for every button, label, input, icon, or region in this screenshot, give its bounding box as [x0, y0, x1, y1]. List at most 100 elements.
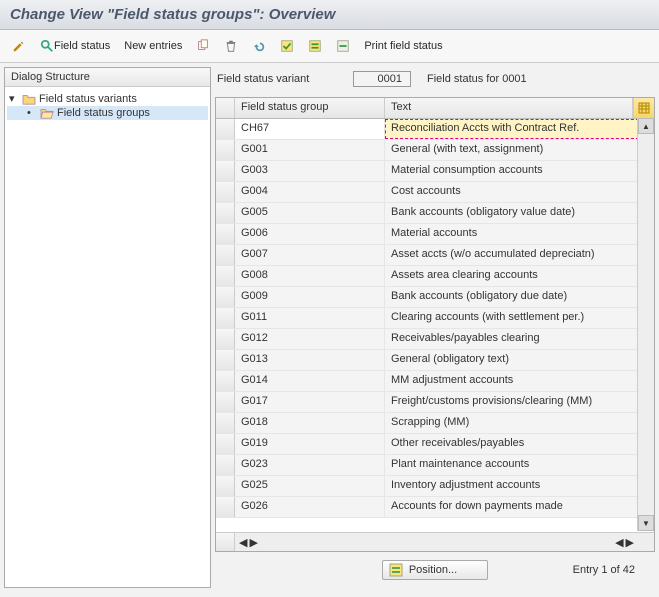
row-selector[interactable]	[216, 497, 235, 517]
row-selector[interactable]	[216, 371, 235, 391]
scroll-right-button-col1[interactable]: ▶	[249, 536, 257, 549]
cell-group[interactable]: CH67	[235, 119, 385, 139]
cell-group[interactable]: G003	[235, 161, 385, 181]
table-row[interactable]: G018Scrapping (MM)	[216, 413, 654, 434]
table-row[interactable]: G001General (with text, assignment)	[216, 140, 654, 161]
table-row[interactable]: G026Accounts for down payments made	[216, 497, 654, 518]
cell-text[interactable]: General (obligatory text)	[385, 350, 654, 370]
row-selector[interactable]	[216, 119, 235, 139]
table-row[interactable]: G023Plant maintenance accounts	[216, 455, 654, 476]
cell-group[interactable]: G001	[235, 140, 385, 160]
cell-text[interactable]: Asset accts (w/o accumulated depreciatn)	[385, 245, 654, 265]
table-row[interactable]: G019Other receivables/payables	[216, 434, 654, 455]
row-selector[interactable]	[216, 161, 235, 181]
cell-group[interactable]: G018	[235, 413, 385, 433]
cell-group[interactable]: G025	[235, 476, 385, 496]
row-selector[interactable]	[216, 287, 235, 307]
deselect-all-button[interactable]	[332, 37, 354, 55]
cell-text[interactable]: Clearing accounts (with settlement per.)	[385, 308, 654, 328]
grid-col-header-text[interactable]: Text	[385, 98, 633, 118]
cell-text[interactable]: Inventory adjustment accounts	[385, 476, 654, 496]
row-selector[interactable]	[216, 203, 235, 223]
select-block-button[interactable]	[304, 37, 326, 55]
grid-configure-button[interactable]	[633, 98, 654, 118]
row-selector[interactable]	[216, 308, 235, 328]
cell-text[interactable]: Cost accounts	[385, 182, 654, 202]
table-row[interactable]: G006Material accounts	[216, 224, 654, 245]
select-all-button[interactable]	[276, 37, 298, 55]
scroll-down-button[interactable]: ▼	[638, 515, 654, 531]
cell-text[interactable]: Plant maintenance accounts	[385, 455, 654, 475]
cell-text[interactable]: Scrapping (MM)	[385, 413, 654, 433]
toggle-display-change-button[interactable]	[8, 37, 30, 55]
cell-group[interactable]: G009	[235, 287, 385, 307]
tree-node-field-status-groups[interactable]: • Field status groups	[7, 106, 208, 120]
cell-text[interactable]: Bank accounts (obligatory due date)	[385, 287, 654, 307]
row-selector[interactable]	[216, 329, 235, 349]
scroll-left-button-col1[interactable]: ◀	[239, 536, 247, 549]
cell-text[interactable]: Material accounts	[385, 224, 654, 244]
cell-text[interactable]: Assets area clearing accounts	[385, 266, 654, 286]
cell-group[interactable]: G026	[235, 497, 385, 517]
row-selector[interactable]	[216, 182, 235, 202]
cell-text[interactable]: Other receivables/payables	[385, 434, 654, 454]
row-selector[interactable]	[216, 224, 235, 244]
cell-text[interactable]: MM adjustment accounts	[385, 371, 654, 391]
cell-group[interactable]: G023	[235, 455, 385, 475]
cell-group[interactable]: G007	[235, 245, 385, 265]
table-row[interactable]: G017Freight/customs provisions/clearing …	[216, 392, 654, 413]
cell-text[interactable]: Material consumption accounts	[385, 161, 654, 181]
table-row[interactable]: G014MM adjustment accounts	[216, 371, 654, 392]
row-selector[interactable]	[216, 434, 235, 454]
new-entries-button[interactable]: New entries	[120, 38, 186, 54]
tree-node-field-status-variants[interactable]: ▾ Field status variants	[7, 91, 208, 106]
row-selector[interactable]	[216, 413, 235, 433]
row-selector[interactable]	[216, 245, 235, 265]
table-row[interactable]: G003Material consumption accounts	[216, 161, 654, 182]
cell-text[interactable]: Reconciliation Accts with Contract Ref.	[385, 119, 654, 139]
table-row[interactable]: G025Inventory adjustment accounts	[216, 476, 654, 497]
grid-col-header-group[interactable]: Field status group	[235, 98, 385, 118]
field-status-button[interactable]: Field status	[36, 37, 114, 55]
scroll-up-button[interactable]: ▲	[638, 118, 654, 134]
row-selector[interactable]	[216, 266, 235, 286]
table-row[interactable]: G004Cost accounts	[216, 182, 654, 203]
cell-group[interactable]: G012	[235, 329, 385, 349]
row-selector[interactable]	[216, 476, 235, 496]
scroll-left-button-col2[interactable]: ◀	[615, 536, 623, 549]
cell-group[interactable]: G011	[235, 308, 385, 328]
cell-group[interactable]: G008	[235, 266, 385, 286]
cell-text[interactable]: Accounts for down payments made	[385, 497, 654, 517]
cell-group[interactable]: G004	[235, 182, 385, 202]
position-button[interactable]: Position...	[382, 560, 488, 580]
grid-vertical-scrollbar[interactable]: ▲ ▼	[637, 118, 654, 531]
table-row[interactable]: G012Receivables/payables clearing	[216, 329, 654, 350]
cell-group[interactable]: G014	[235, 371, 385, 391]
copy-button[interactable]	[192, 37, 214, 55]
cell-group[interactable]: G019	[235, 434, 385, 454]
undo-button[interactable]	[248, 37, 270, 55]
table-row[interactable]: G005Bank accounts (obligatory value date…	[216, 203, 654, 224]
cell-group[interactable]: G017	[235, 392, 385, 412]
print-field-status-button[interactable]: Print field status	[360, 38, 446, 54]
table-row[interactable]: G011Clearing accounts (with settlement p…	[216, 308, 654, 329]
scroll-right-button-col2[interactable]: ▶	[626, 536, 634, 549]
row-selector[interactable]	[216, 140, 235, 160]
table-row[interactable]: G008Assets area clearing accounts	[216, 266, 654, 287]
cell-text[interactable]: Receivables/payables clearing	[385, 329, 654, 349]
table-row[interactable]: G009Bank accounts (obligatory due date)	[216, 287, 654, 308]
cell-text[interactable]: Bank accounts (obligatory value date)	[385, 203, 654, 223]
cell-group[interactable]: G005	[235, 203, 385, 223]
table-row[interactable]: CH67Reconciliation Accts with Contract R…	[216, 119, 654, 140]
cell-group[interactable]: G006	[235, 224, 385, 244]
delete-button[interactable]	[220, 37, 242, 55]
cell-text[interactable]: Freight/customs provisions/clearing (MM)	[385, 392, 654, 412]
row-selector[interactable]	[216, 350, 235, 370]
table-row[interactable]: G007Asset accts (w/o accumulated depreci…	[216, 245, 654, 266]
cell-group[interactable]: G013	[235, 350, 385, 370]
table-row[interactable]: G013General (obligatory text)	[216, 350, 654, 371]
cell-text[interactable]: General (with text, assignment)	[385, 140, 654, 160]
row-selector[interactable]	[216, 392, 235, 412]
row-selector[interactable]	[216, 455, 235, 475]
grid-select-all-header[interactable]	[216, 98, 235, 118]
